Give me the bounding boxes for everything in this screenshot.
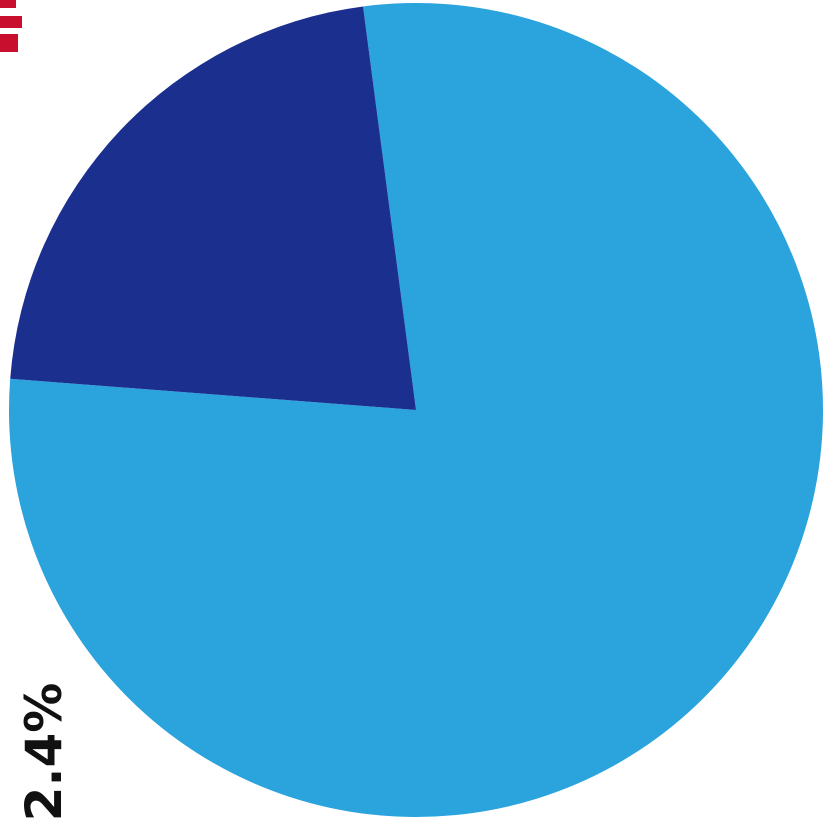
slice-percent-label: 2.4% <box>15 682 73 822</box>
pie-slice-1 <box>10 6 417 411</box>
pie-slice-0 <box>9 3 824 817</box>
pie-slices <box>9 3 824 817</box>
red-corner-mark <box>0 0 24 54</box>
